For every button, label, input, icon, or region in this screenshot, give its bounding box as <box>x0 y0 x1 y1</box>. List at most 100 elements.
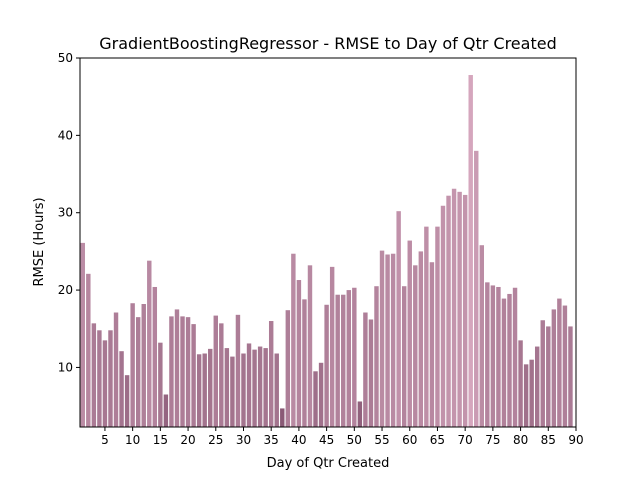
bar-day-72 <box>474 150 479 427</box>
bar-day-79 <box>512 287 518 427</box>
bar-day-32 <box>252 349 257 427</box>
x-tick-label: 10 <box>125 433 140 447</box>
x-tick-label: 50 <box>347 433 362 447</box>
bar-day-29 <box>235 314 241 427</box>
bar-day-77 <box>501 298 507 427</box>
bar-day-13 <box>147 260 152 427</box>
x-tick-label: 70 <box>458 433 473 447</box>
bar-day-38 <box>285 310 291 427</box>
bar-day-23 <box>202 353 207 427</box>
bar-day-16 <box>163 394 169 427</box>
y-tick-label: 30 <box>58 206 73 220</box>
bar-day-73 <box>479 245 484 427</box>
bar-day-60 <box>407 240 412 427</box>
x-tick-label: 55 <box>374 433 389 447</box>
bar-day-71 <box>468 75 473 428</box>
x-axis: 5 10 15 20 25 30 35 40 45 50 55 60 65 70 75 80 85 90 <box>101 427 584 447</box>
bar-day-31 <box>246 343 252 427</box>
bar-day-67 <box>446 195 451 427</box>
bar-day-63 <box>424 226 429 427</box>
bar-day-37 <box>280 408 285 427</box>
bar-day-14 <box>152 286 158 427</box>
bar-day-80 <box>518 340 523 427</box>
bar-day-33 <box>257 346 263 427</box>
bar-day-3 <box>91 323 97 427</box>
y-axis: 10 20 30 40 50 <box>58 51 80 374</box>
bar-day-89 <box>568 326 573 427</box>
bar-day-9 <box>124 375 130 427</box>
bar-day-27 <box>224 348 230 427</box>
x-tick-label: 15 <box>153 433 168 447</box>
bar-day-15 <box>158 342 163 427</box>
bar-day-52 <box>363 312 368 427</box>
bar-day-36 <box>274 353 279 427</box>
bar-day-48 <box>341 294 346 427</box>
bar-day-56 <box>385 254 390 427</box>
y-tick-label: 20 <box>58 283 73 297</box>
x-tick-label: 90 <box>568 433 583 447</box>
bars-group <box>80 75 573 428</box>
y-tick-label: 10 <box>58 360 73 374</box>
bar-day-51 <box>357 401 363 427</box>
bar-day-50 <box>352 287 357 427</box>
bar-day-40 <box>296 280 302 427</box>
bar-day-34 <box>263 348 268 427</box>
bar-day-10 <box>130 303 135 427</box>
bar-day-70 <box>462 194 468 427</box>
bar-day-2 <box>86 273 91 427</box>
x-tick-label: 5 <box>101 433 109 447</box>
bar-day-85 <box>546 326 551 427</box>
bar-day-24 <box>208 348 213 427</box>
bar-day-65 <box>435 226 440 427</box>
bar-day-8 <box>119 351 124 427</box>
bar-day-74 <box>485 282 490 427</box>
bar-day-44 <box>318 362 324 427</box>
x-tick-label: 80 <box>513 433 528 447</box>
bar-day-75 <box>490 285 496 427</box>
y-tick-label: 40 <box>58 128 73 142</box>
bar-day-11 <box>135 317 141 427</box>
x-tick-label: 40 <box>291 433 306 447</box>
bar-day-82 <box>529 359 534 427</box>
bar-day-86 <box>551 309 557 427</box>
bar-day-46 <box>329 266 335 427</box>
bar-day-58 <box>396 211 401 427</box>
bar-day-64 <box>429 262 435 427</box>
bar-day-25 <box>213 315 218 427</box>
bar-day-21 <box>191 324 196 427</box>
x-tick-label: 25 <box>208 433 223 447</box>
y-tick-label: 50 <box>58 51 73 65</box>
bar-day-53 <box>368 319 374 427</box>
bar-day-17 <box>169 316 174 427</box>
bar-day-45 <box>324 304 329 427</box>
bar-day-18 <box>174 309 180 427</box>
bar-day-42 <box>307 265 313 427</box>
bar-day-1 <box>80 242 85 427</box>
chart-title: GradientBoostingRegressor - RMSE to Day … <box>99 34 556 53</box>
bar-day-41 <box>302 299 307 427</box>
bar-day-43 <box>313 371 318 427</box>
plot-frame <box>79 57 577 428</box>
bar-day-19 <box>180 316 185 427</box>
bar-day-84 <box>540 320 545 427</box>
bar-day-69 <box>457 191 462 427</box>
bar-day-39 <box>291 253 296 427</box>
x-tick-label: 65 <box>430 433 445 447</box>
bar-day-76 <box>496 286 501 427</box>
bar-day-47 <box>335 294 340 427</box>
x-tick-label: 30 <box>236 433 251 447</box>
x-axis-label: Day of Qtr Created <box>267 456 390 471</box>
bar-day-4 <box>97 330 102 427</box>
bar-day-22 <box>196 354 202 427</box>
bar-day-26 <box>219 323 224 427</box>
bar-day-5 <box>102 340 108 427</box>
bar-day-7 <box>113 312 119 427</box>
bar-day-83 <box>534 346 540 427</box>
bar-day-30 <box>241 353 246 427</box>
bar-day-68 <box>451 188 457 427</box>
bar-day-88 <box>562 305 568 427</box>
bar-day-57 <box>390 253 396 427</box>
bar-day-28 <box>230 356 235 427</box>
bar-day-6 <box>108 330 113 427</box>
